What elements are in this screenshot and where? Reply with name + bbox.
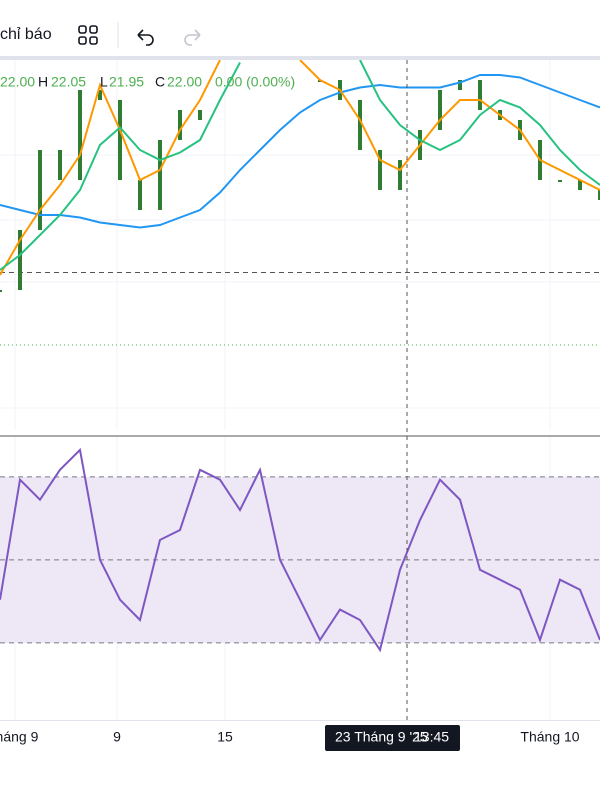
series-line: [0, 60, 600, 276]
candle: [378, 150, 382, 190]
candle: [0, 290, 2, 292]
candle: [78, 90, 82, 180]
candle: [38, 150, 42, 230]
toolbar: [0, 0, 600, 58]
candle: [358, 100, 362, 150]
high-value: 22.05: [51, 74, 86, 90]
candle: [458, 80, 462, 90]
rsi-pane: [0, 437, 600, 720]
redo-icon[interactable]: [184, 29, 201, 46]
open-value: 22.00: [0, 74, 35, 90]
indicators-button[interactable]: chỉ báo: [0, 26, 52, 43]
candle: [578, 180, 582, 190]
series-line: [0, 447, 600, 653]
x-tick-label: Tháng 10: [520, 729, 579, 745]
series-line: [0, 74, 600, 229]
candle: [118, 100, 122, 180]
ohlc-legend: 22.00 H 22.05 L 21.95 C 22.00 0.00 (0.00…: [0, 74, 295, 90]
low-value: 21.95: [109, 74, 144, 90]
series-line: [0, 60, 600, 271]
layout-icon[interactable]: [78, 25, 98, 45]
high-label: H: [38, 74, 48, 90]
x-tick-label: tháng 9: [0, 729, 39, 745]
candle: [478, 80, 482, 110]
candle: [158, 140, 162, 210]
candle: [598, 190, 600, 200]
candle: [18, 230, 22, 290]
close-label: C: [155, 74, 165, 90]
candle: [558, 180, 562, 182]
undo-icon[interactable]: [137, 29, 154, 46]
candle: [398, 160, 402, 190]
crosshair-date: 23 Tháng 9 '25: [335, 729, 428, 745]
candle: [438, 90, 442, 130]
change-value: 0.00 (0.00%): [215, 74, 295, 90]
low-label: L: [100, 74, 108, 90]
price-grid: [0, 154, 600, 409]
toolbar-border: [0, 56, 600, 60]
x-tick-label: 15: [217, 729, 233, 745]
candle: [138, 180, 142, 210]
candle: [178, 110, 182, 140]
x-tick-label: 9: [113, 729, 121, 745]
crosshair-time: 13:45: [414, 729, 449, 745]
crosshair-label-box: [325, 725, 460, 751]
close-value: 22.00: [167, 74, 202, 90]
candle: [198, 110, 202, 120]
candle: [58, 150, 62, 180]
price-pane: [0, 60, 600, 430]
candle: [98, 90, 102, 100]
